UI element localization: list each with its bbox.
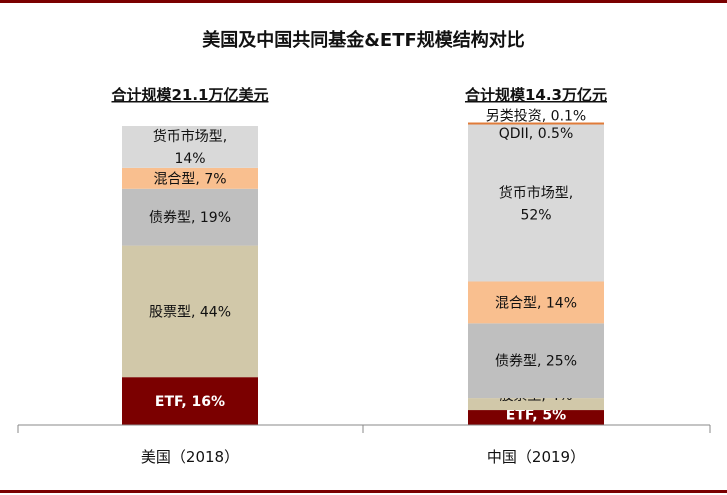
category-label-1: 中国（2019） (487, 448, 585, 466)
bar-label-1-0: ETF, 5% (506, 408, 566, 424)
bar-segment-0-3 (122, 167, 258, 189)
bar-label-0-4-1: 14% (174, 151, 205, 167)
bar-label-0-1: 股票型, 44% (149, 304, 231, 320)
bar-segment-1-2 (468, 323, 604, 399)
bar-label-1-3: 混合型, 14% (495, 295, 577, 311)
bar-segment-1-6 (468, 122, 604, 125)
bar-segment-0-4 (122, 126, 258, 168)
bar-label-1-4-0: 货币市场型, (499, 185, 573, 202)
bar-label-0-2: 债券型, 19% (149, 210, 231, 226)
bar-label-1-4-1: 52% (520, 208, 551, 224)
bar-segment-0-2 (122, 188, 258, 246)
bar-segment-0-0 (122, 377, 258, 425)
bar-label-0-3: 混合型, 7% (153, 171, 226, 187)
bar-segment-1-5 (468, 124, 604, 126)
category-label-0: 美国（2018） (141, 448, 239, 466)
bar-label-1-2: 债券型, 25% (495, 354, 577, 370)
bar-segment-0-1 (122, 245, 258, 378)
bar-label-0-0: ETF, 16% (155, 394, 225, 410)
bar-segment-1-4 (468, 126, 604, 282)
bar-segment-1-3 (468, 281, 604, 324)
chart-title: 美国及中国共同基金&ETF规模结构对比 (202, 30, 525, 51)
bar-label-1-6: 另类投资, 0.1% (486, 109, 586, 125)
bar-label-0-4-0: 货币市场型, (153, 128, 227, 145)
bar-segment-1-1 (468, 398, 604, 411)
total-label-1: 合计规模14.3万亿元 (464, 86, 607, 104)
bar-label-1-5: QDII, 0.5% (499, 126, 574, 142)
total-label-0: 合计规模21.1万亿美元 (110, 86, 268, 104)
bottom-rule (0, 490, 727, 493)
top-rule (0, 0, 727, 3)
bar-segment-1-0 (468, 410, 604, 425)
